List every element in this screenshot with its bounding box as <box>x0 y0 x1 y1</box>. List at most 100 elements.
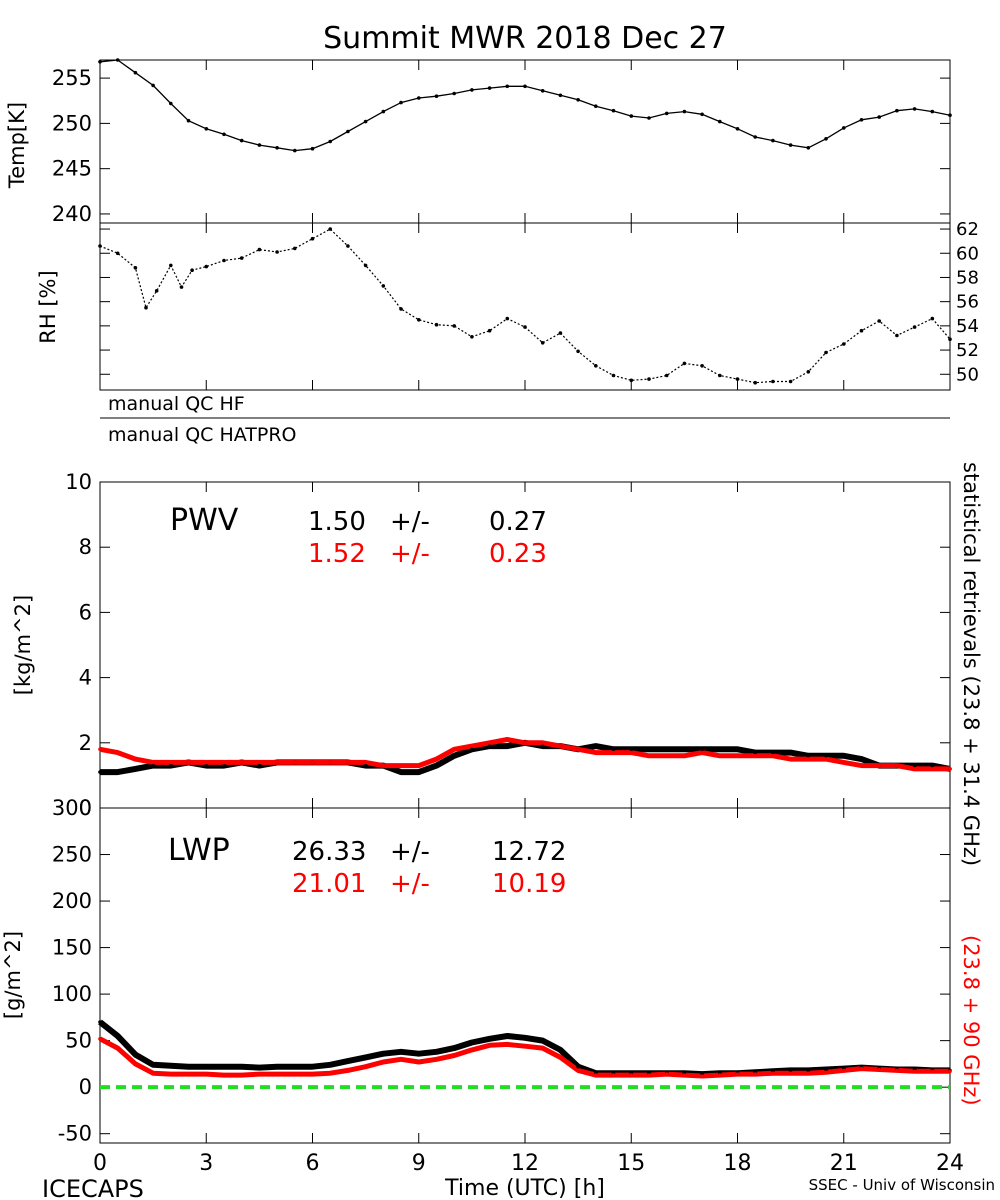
pwv-red-point <box>222 760 226 765</box>
pwv-red-point <box>133 757 138 761</box>
lwp-red-point <box>718 1073 722 1077</box>
pwv-black-point <box>664 747 669 752</box>
lwp-red-point <box>611 1073 616 1077</box>
lwp-red-point <box>470 1048 474 1052</box>
x-tick-label: 24 <box>936 1151 964 1176</box>
lwp-red-point <box>806 1071 811 1075</box>
rh-data-point <box>611 373 616 378</box>
lwp-red-point <box>664 1072 669 1076</box>
temp-data-point <box>186 118 191 123</box>
lwp-red-point <box>399 1057 403 1062</box>
pwv-black-point <box>930 763 935 768</box>
rh-data-point <box>629 378 634 383</box>
rh-ytick-label: 54 <box>956 316 979 337</box>
temp-data-point <box>417 96 421 100</box>
rh-data-point <box>594 364 598 368</box>
temp-data-point <box>629 114 634 118</box>
temp-data-point <box>682 109 687 114</box>
rh-data-point <box>682 361 687 366</box>
lwp-red-point <box>859 1066 864 1071</box>
lwp-ylabel: [g/m^2] <box>1 931 25 1019</box>
rh-data-point <box>190 268 194 273</box>
lwp-red-point <box>487 1043 492 1048</box>
pwv-black-point <box>434 763 439 768</box>
pwv-black-point <box>399 770 403 774</box>
lwp-black-point <box>169 1064 173 1068</box>
qc-label-hf: manual QC HF <box>108 393 245 415</box>
lwp-stat-pm-black: +/- <box>390 837 430 867</box>
temp-data-point <box>98 60 102 64</box>
lwp-red-point <box>239 1073 244 1077</box>
lwp-red-point <box>576 1068 580 1073</box>
lwp-stat-mean-black: 26.33 <box>292 837 366 867</box>
lwp-stat-std-black: 12.72 <box>492 837 566 867</box>
pwv-black-point <box>771 750 775 755</box>
rh-data-point <box>788 379 793 384</box>
lwp-red-point <box>594 1073 598 1077</box>
lwp-red-point <box>842 1068 846 1073</box>
pwv-black-point <box>505 744 510 748</box>
rh-data-point <box>664 373 669 378</box>
pwv-ytick-label: 8 <box>79 535 92 559</box>
pwv-red-point <box>328 760 333 765</box>
rh-data-point <box>328 227 333 231</box>
lwp-red-point <box>98 1037 102 1041</box>
lwp-red-point <box>169 1072 173 1076</box>
lwp-red-point <box>700 1074 704 1078</box>
temp-data-point <box>151 83 155 88</box>
rh-data-point <box>275 250 279 254</box>
rh-data-point <box>169 263 173 268</box>
temp-ytick-label: 255 <box>52 66 92 90</box>
pwv-black-point <box>682 747 687 752</box>
lwp-red-point <box>540 1046 545 1050</box>
lwp-series-red-line <box>98 1036 950 1079</box>
temp-data-point <box>877 115 881 119</box>
x-tick-label: 6 <box>306 1151 320 1176</box>
pwv-red-point <box>505 737 510 742</box>
temp-data-point <box>664 111 669 116</box>
rh-data-point <box>753 380 757 385</box>
temp-data-point <box>540 89 545 93</box>
lwp-red-point <box>115 1046 120 1050</box>
temp-data-point <box>735 127 740 131</box>
pwv-red-point <box>611 750 616 755</box>
pwv-ylabel: [kg/m^2] <box>11 595 35 695</box>
rh-data-point <box>179 285 184 289</box>
lwp-ytick-label: -50 <box>58 1122 92 1146</box>
temp-data-point <box>842 126 846 130</box>
rh-series-line <box>99 228 951 384</box>
pwv-red-point <box>753 754 757 758</box>
lwp-black-point <box>222 1064 226 1069</box>
pwv-black-point <box>824 754 828 758</box>
pwv-black-point <box>842 754 846 758</box>
lwp-black-point <box>452 1046 457 1050</box>
temp-data-point <box>611 108 616 113</box>
pwv-red-point <box>930 767 935 771</box>
pwv-red-point <box>735 754 740 758</box>
rh-ytick-label: 60 <box>956 243 979 264</box>
lwp-red-point <box>824 1070 828 1075</box>
pwv-stat-mean-black: 1.50 <box>308 507 366 537</box>
temp-data-point <box>487 86 492 90</box>
rh-data-point <box>523 325 527 329</box>
rh-data-point <box>540 341 545 345</box>
temp-data-point <box>470 88 474 92</box>
rh-data-point <box>948 337 952 342</box>
pwv-black-point <box>611 747 616 752</box>
rh-data-point <box>133 266 138 270</box>
lwp-black-point <box>151 1063 155 1067</box>
pwv-red-point <box>346 760 350 765</box>
x-tick-label: 15 <box>617 1151 645 1176</box>
lwp-red-point <box>257 1072 262 1076</box>
x-tick-label: 3 <box>199 1151 213 1176</box>
pwv-red-point <box>594 750 598 755</box>
lwp-black-point <box>523 1036 527 1040</box>
temp-data-point <box>169 101 173 106</box>
pwv-red-point <box>558 744 563 748</box>
pwv-black-point <box>735 747 740 752</box>
temp-data-point <box>434 94 439 98</box>
lwp-red-point <box>930 1069 935 1074</box>
lwp-red-point <box>222 1073 226 1077</box>
lwp-black-point <box>186 1064 191 1069</box>
